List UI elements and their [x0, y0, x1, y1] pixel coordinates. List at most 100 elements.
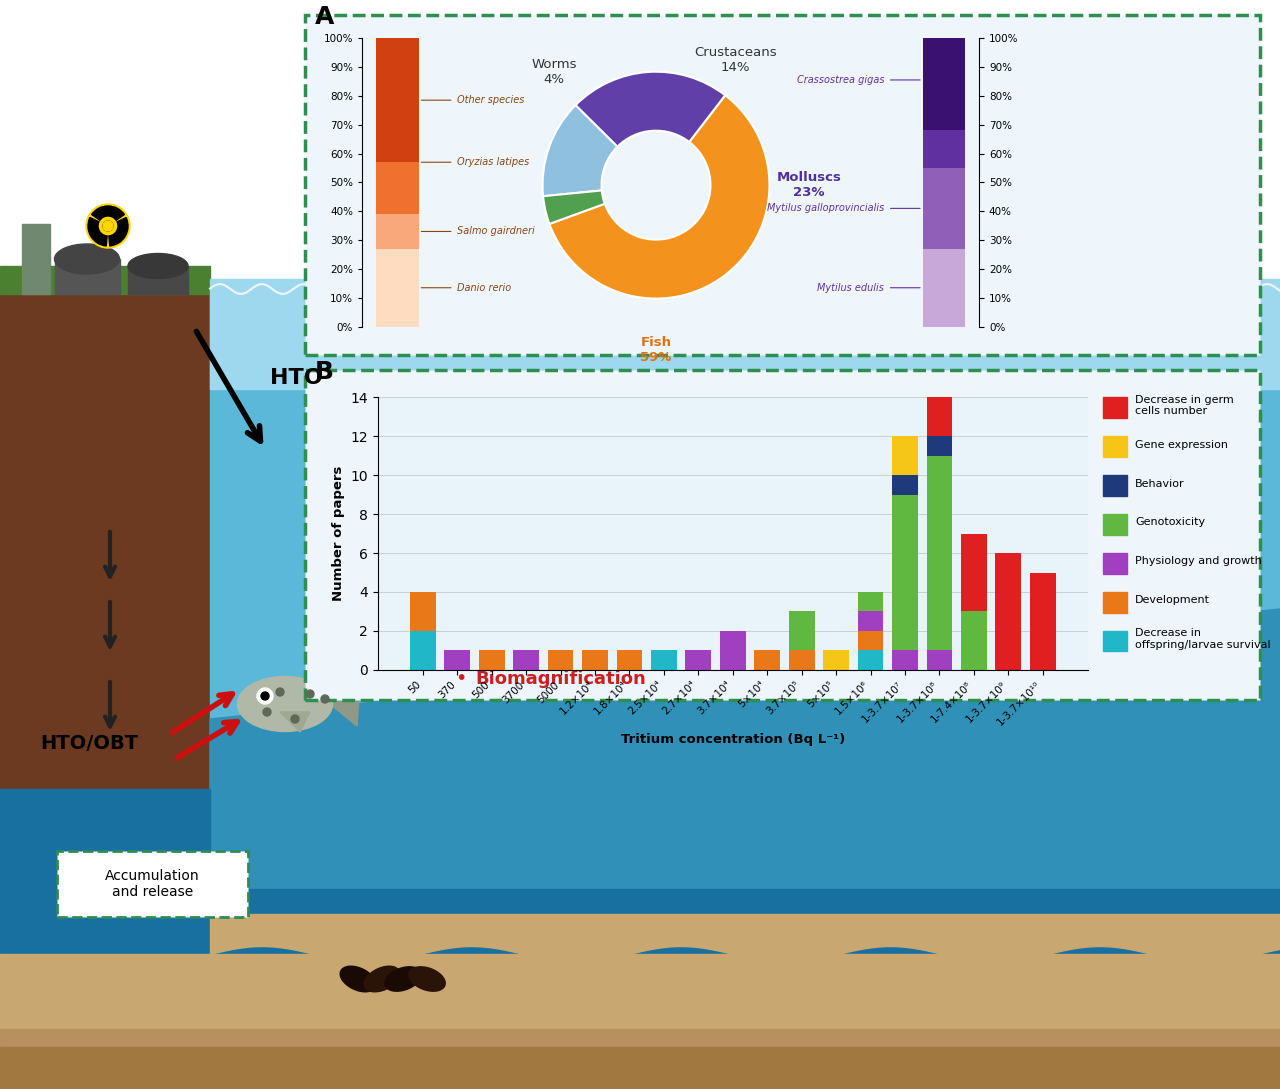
Circle shape — [306, 690, 314, 698]
Text: B: B — [315, 360, 334, 384]
Text: Physiology and growth: Physiology and growth — [1135, 556, 1262, 566]
Bar — [1103, 592, 1126, 612]
FancyBboxPatch shape — [58, 851, 248, 917]
Circle shape — [261, 692, 269, 700]
Ellipse shape — [55, 244, 119, 274]
Bar — [1030, 573, 1056, 670]
Bar — [376, 248, 419, 327]
Text: Accumulation in: Accumulation in — [475, 645, 626, 663]
Text: Crassostrea gigas: Crassostrea gigas — [796, 75, 884, 85]
Text: AQUATIC BIOTA: AQUATIC BIOTA — [680, 645, 835, 663]
Wedge shape — [543, 191, 605, 224]
Text: Genotoxicity: Genotoxicity — [1135, 517, 1204, 527]
Bar — [961, 534, 987, 611]
Text: Behavior: Behavior — [1135, 478, 1184, 489]
Text: Crustaceans
14%: Crustaceans 14% — [694, 47, 777, 74]
Bar — [617, 650, 643, 670]
Bar — [923, 131, 965, 168]
Wedge shape — [88, 218, 108, 246]
Circle shape — [262, 708, 271, 715]
Polygon shape — [210, 289, 1280, 1089]
Bar — [376, 162, 419, 215]
Text: HTO: HTO — [270, 368, 323, 388]
Ellipse shape — [385, 967, 421, 991]
Bar — [410, 592, 435, 631]
Bar — [823, 650, 849, 670]
Bar — [1103, 397, 1126, 418]
Polygon shape — [280, 712, 310, 732]
Bar — [376, 38, 419, 162]
Wedge shape — [92, 206, 124, 220]
Bar — [788, 611, 814, 650]
Bar — [858, 650, 883, 670]
Bar — [754, 650, 781, 670]
Circle shape — [291, 715, 300, 723]
Bar — [923, 38, 965, 131]
FancyBboxPatch shape — [305, 370, 1260, 700]
Bar — [652, 650, 677, 670]
Circle shape — [257, 688, 273, 703]
FancyBboxPatch shape — [305, 15, 1260, 355]
Text: Oryzias latipes: Oryzias latipes — [457, 157, 530, 168]
Y-axis label: Number of papers: Number of papers — [332, 466, 344, 601]
Bar — [892, 475, 918, 494]
Text: Fish
59%: Fish 59% — [640, 335, 672, 364]
Text: Development: Development — [1135, 596, 1210, 605]
Bar — [0, 954, 1280, 1033]
Text: Mytilus galloprovincialis: Mytilus galloprovincialis — [767, 204, 884, 213]
Bar — [0, 790, 210, 1089]
Bar — [410, 631, 435, 670]
Bar — [719, 631, 746, 670]
Bar — [858, 611, 883, 631]
Bar — [892, 650, 918, 670]
Wedge shape — [543, 106, 617, 196]
Text: Biomagnification: Biomagnification — [475, 670, 645, 688]
Bar — [210, 889, 1280, 1089]
Text: Decrease in
offspring/larvae survival: Decrease in offspring/larvae survival — [1135, 628, 1271, 650]
Bar — [892, 437, 918, 475]
Bar — [582, 650, 608, 670]
Bar — [996, 553, 1021, 670]
Bar — [923, 168, 965, 248]
Bar — [0, 266, 210, 294]
Text: Other species: Other species — [457, 95, 525, 106]
Bar — [927, 650, 952, 670]
Circle shape — [321, 695, 329, 703]
Text: Mytilus edulis: Mytilus edulis — [818, 283, 884, 293]
Polygon shape — [210, 279, 1280, 389]
Wedge shape — [576, 72, 726, 147]
Text: Danio rerio: Danio rerio — [457, 283, 512, 293]
Bar — [927, 397, 952, 437]
Bar — [479, 650, 504, 670]
Bar — [22, 224, 50, 294]
Text: Decrease in germ
cells number: Decrease in germ cells number — [1135, 395, 1234, 416]
Text: Molluscs
23%: Molluscs 23% — [777, 171, 842, 199]
Circle shape — [86, 204, 131, 248]
Bar — [1103, 437, 1126, 457]
Ellipse shape — [340, 966, 376, 992]
Bar — [686, 650, 712, 670]
Text: Salmo gairdneri: Salmo gairdneri — [457, 227, 535, 236]
Ellipse shape — [238, 676, 333, 732]
Bar — [892, 494, 918, 650]
Bar — [788, 650, 814, 670]
Polygon shape — [210, 609, 1280, 1089]
Bar — [0, 1029, 1280, 1049]
Bar — [1103, 476, 1126, 495]
Bar — [1103, 631, 1126, 651]
Circle shape — [102, 221, 113, 231]
Text: A: A — [315, 5, 334, 29]
Text: Accumulation
and release: Accumulation and release — [105, 869, 200, 900]
Bar — [55, 259, 120, 294]
Bar — [1103, 553, 1126, 574]
Bar — [858, 592, 883, 611]
Ellipse shape — [128, 254, 188, 279]
Text: Worms
4%: Worms 4% — [531, 58, 577, 86]
Bar — [858, 631, 883, 650]
Text: •: • — [454, 669, 466, 688]
Bar — [927, 456, 952, 650]
Wedge shape — [549, 95, 769, 298]
Bar — [0, 290, 210, 1089]
Ellipse shape — [408, 967, 445, 991]
Bar — [1103, 514, 1126, 535]
